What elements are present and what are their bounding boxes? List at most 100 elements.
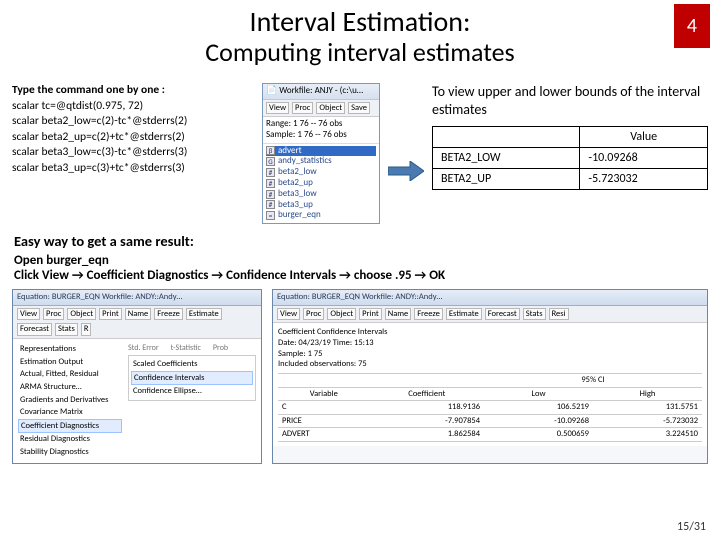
table-cell: -5.723032 [580,169,708,190]
table-cell: BETA2_UP [433,169,580,190]
menu-item[interactable]: Estimation Output [18,356,122,369]
table-cell: BETA2_LOW [433,148,580,169]
menu-item[interactable]: ARMA Structure… [18,381,122,394]
toolbar-button[interactable]: Print [99,308,122,321]
toolbar-button[interactable]: Freeze [414,308,443,321]
command-line: scalar tc=@qtdist(0.975, 72) [12,99,254,115]
step-line: Click View → Coefficient Diagnostics → C… [14,268,706,283]
menu-item[interactable]: Stability Diagnostics [18,446,122,459]
item-icon: G [266,157,275,166]
command-line: scalar beta2_up=c(2)+tc*@stderrs(2) [12,130,254,146]
item-icon: # [266,190,275,199]
command-title: Type the command one by one : [12,83,254,99]
section-2-heading: Easy way to get a same result: [14,232,706,250]
menu-item[interactable]: Covariance Matrix [18,406,122,419]
page-subtitle: Computing interval estimates [0,36,720,68]
menu-item[interactable]: Actual, Fitted, Residual [18,368,122,381]
workfile-icon: 📄 [266,86,277,97]
proc-button[interactable]: Proc [292,102,313,114]
command-block: Type the command one by one : scalar tc=… [12,83,254,224]
ci-date: Date: 04/23/19 Time: 15:13 [278,338,702,349]
ci-cell: ADVERT [278,428,370,442]
item-icon: # [266,200,275,209]
ci-cell: 0.500659 [484,428,593,442]
command-line: scalar beta3_up=c(3)+tc*@stderrs(3) [12,161,254,177]
view-button[interactable]: View [266,102,289,114]
toolbar-button[interactable]: Stats [523,308,546,321]
section-2: Easy way to get a same result: Open burg… [0,224,720,283]
workfile-toolbar: View Proc Object Save [263,100,379,117]
toolbar-button[interactable]: Object [67,308,96,321]
slide-number: 15/31 [677,520,706,534]
ci-table: 95% CIVariableCoefficientLowHighC118.913… [278,373,702,442]
workfile-titlebar: 📄 Workfile: ANJY - (c:\u… [263,84,379,100]
toolbar-button[interactable]: Freeze [154,308,183,321]
ci-cell: 106.5219 [484,401,593,415]
toolbar-button[interactable]: View [277,308,300,321]
item-icon: β [266,146,275,155]
submenu-item[interactable]: Confidence Ellipse… [131,385,253,398]
toolbar-button[interactable]: Forecast [485,308,520,321]
screenshot-1: Equation: BURGER_EQN Workfile: ANDY::And… [12,289,262,464]
ci-cell: PRICE [278,414,370,428]
page-title: Interval Estimation: [0,4,720,39]
workfile-panel: 📄 Workfile: ANJY - (c:\u… View Proc Obje… [262,83,380,224]
toolbar-button[interactable]: Stats [55,323,78,336]
object-button[interactable]: Object [316,102,345,114]
submenu-item[interactable]: Scaled Coefficients [131,358,253,371]
toolbar-button[interactable]: R [81,323,92,336]
screenshot-2: Equation: BURGER_EQN Workfile: ANDY::And… [272,289,708,464]
workfile-item[interactable]: =burger_eqn [266,210,376,221]
toolbar-button[interactable]: Proc [303,308,324,321]
ci-sample: Sample: 1 75 [278,349,702,360]
menu-item[interactable]: Residual Diagnostics [18,433,122,446]
ci-obs: Included observations: 75 [278,359,702,370]
menu-item[interactable]: Gradients and Derivatives [18,394,122,407]
view-menu: RepresentationsEstimation OutputActual, … [18,343,122,459]
submenu-item[interactable]: Confidence Intervals [131,371,253,386]
ci-col: High [593,387,702,401]
toolbar-button[interactable]: Proc [43,308,64,321]
ci-cell: 118.9136 [370,401,484,415]
table-cell: -10.09268 [580,148,708,169]
ci-cell: 131.5751 [593,401,702,415]
toolbar-button[interactable]: Name [385,308,412,321]
toolbar-button[interactable]: Estimate [446,308,482,321]
menu-item[interactable]: Representations [18,343,122,356]
item-icon: = [266,211,275,220]
item-icon: # [266,168,275,177]
menu-item[interactable]: Coefficient Diagnostics [18,419,122,434]
ci-cell: -10.09268 [484,414,593,428]
page-number-box: 4 [674,4,710,48]
item-icon: # [266,179,275,188]
screenshot-1-title: Equation: BURGER_EQN Workfile: ANDY::And… [13,290,261,306]
ci-cell: C [278,401,370,415]
ci-col: Low [484,387,593,401]
workfile-title: Workfile: ANJY - (c:\u… [279,86,363,97]
ci-heading: Coefficient Confidence Intervals [278,327,702,338]
toolbar-button[interactable]: Object [327,308,356,321]
explain-text: To view upper and lower bounds of the in… [432,83,708,118]
toolbar-button[interactable]: Estimate [186,308,222,321]
save-button[interactable]: Save [348,102,370,114]
values-table: Value BETA2_LOW-10.09268 BETA2_UP-5.7230… [432,126,708,190]
screenshot-2-toolbar: ViewProcObjectPrintNameFreezeEstimateFor… [273,306,707,324]
ci-cell: -7.907854 [370,414,484,428]
toolbar-button[interactable]: Print [359,308,382,321]
workfile-list: βadvertGandy_statistics#beta2_low#beta2_… [263,144,379,224]
command-line: scalar beta2_low=c(2)-tc*@stderrs(2) [12,114,254,130]
toolbar-button[interactable]: Forecast [17,323,52,336]
screenshot-1-toolbar: ViewProcObjectPrintNameFreezeEstimate For… [13,306,261,339]
arrow-icon [388,117,424,224]
submenu: Scaled CoefficientsConfidence IntervalsC… [128,355,256,401]
screenshot-2-title: Equation: BURGER_EQN Workfile: ANDY::And… [273,290,707,306]
toolbar-button[interactable]: Name [125,308,152,321]
toolbar-button[interactable]: Resi [549,308,569,321]
workfile-info: Range: 1 76 -- 76 obs Sample: 1 76 -- 76… [263,117,379,144]
toolbar-button[interactable]: View [17,308,40,321]
step-line: Open burger_eqn [14,253,706,268]
workfile-item[interactable]: #beta3_low [266,189,376,200]
ci-cell: -5.723032 [593,414,702,428]
ci-cell: 1.862584 [370,428,484,442]
ci-col: Variable [278,387,370,401]
